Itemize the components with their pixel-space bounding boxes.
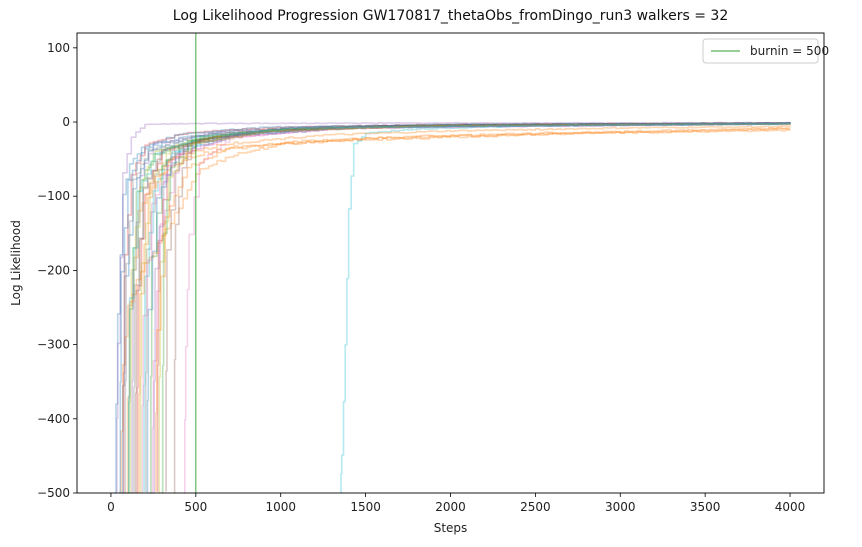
- walker-series-line: [150, 122, 791, 494]
- x-axis-ticks: 0 500 1000 1500 2000 2500 3000 3500 4000: [107, 493, 805, 514]
- y-axis-ticks: 100 0 −100 −200 −300 −400 −500: [37, 41, 77, 500]
- walker-series-line: [131, 122, 791, 494]
- x-tick-label: 2500: [520, 500, 551, 514]
- x-tick-label: 4000: [775, 500, 806, 514]
- walker-series-line: [133, 122, 791, 494]
- walker-series-line: [119, 122, 791, 494]
- x-tick-label: 1000: [265, 500, 296, 514]
- walker-series-line: [116, 121, 791, 493]
- walker-series-line: [340, 123, 791, 494]
- walker-series-line: [121, 122, 791, 494]
- y-tick-label: −500: [37, 486, 70, 500]
- walker-series-line: [114, 122, 791, 494]
- walker-series-line: [141, 122, 790, 493]
- y-tick-label: −400: [37, 412, 70, 426]
- walker-series-line: [138, 125, 791, 494]
- walker-series-line: [155, 126, 791, 492]
- legend: burnin = 500: [702, 38, 829, 64]
- walker-series-line: [146, 122, 791, 493]
- walker-series-line: [153, 122, 791, 494]
- walker-series-line: [127, 122, 791, 493]
- walker-series-line: [158, 122, 791, 494]
- y-tick-label: −100: [37, 189, 70, 203]
- walker-series-line: [161, 122, 791, 494]
- walker-series-line: [127, 122, 791, 494]
- chart-title: Log Likelihood Progression GW170817_thet…: [173, 8, 728, 24]
- legend-burnin-label: burnin = 500: [750, 44, 829, 58]
- x-tick-label: 3000: [605, 500, 636, 514]
- legend-box: [702, 38, 819, 64]
- walker-series-line: [173, 122, 791, 494]
- x-tick-label: 3500: [690, 500, 721, 514]
- walker-series-line: [184, 122, 790, 494]
- walker-series-line: [156, 122, 791, 492]
- walker-series-line: [119, 127, 791, 493]
- walker-series-line: [165, 122, 790, 492]
- x-tick-label: 2000: [435, 500, 466, 514]
- y-tick-label: −300: [37, 338, 70, 352]
- series-layer: [114, 121, 791, 494]
- x-tick-label: 1500: [350, 500, 381, 514]
- walker-series-line: [126, 129, 791, 494]
- walker-series-line: [143, 122, 791, 492]
- walker-series-line: [129, 122, 791, 494]
- y-tick-label: 0: [62, 115, 70, 129]
- y-axis-label: Log Likelihood: [9, 220, 23, 306]
- walker-series-line: [139, 122, 791, 493]
- walker-series-line: [136, 122, 791, 494]
- walker-series-line: [144, 122, 791, 492]
- x-axis-label: Steps: [434, 521, 468, 535]
- walker-series-line: [122, 122, 791, 494]
- x-tick-label: 0: [107, 500, 115, 514]
- y-tick-label: −200: [37, 263, 70, 277]
- walker-series-line: [151, 123, 791, 494]
- walker-series-line: [134, 122, 791, 494]
- walker-series-line: [124, 122, 791, 494]
- x-tick-label: 500: [184, 500, 207, 514]
- y-tick-label: 100: [47, 41, 70, 55]
